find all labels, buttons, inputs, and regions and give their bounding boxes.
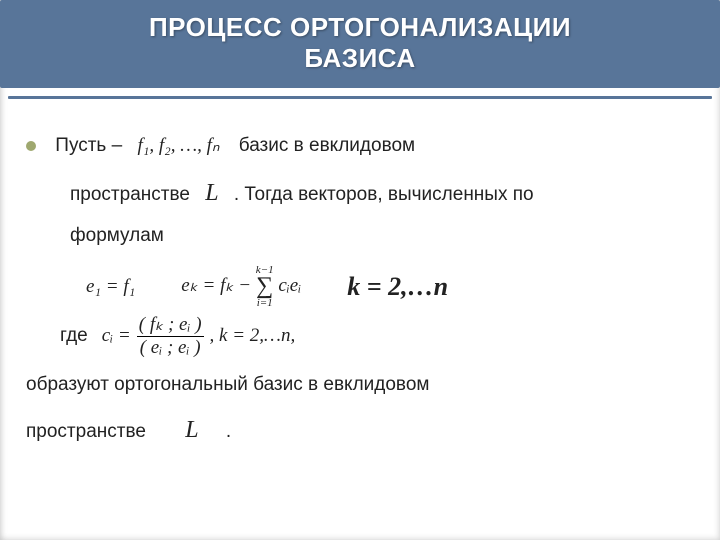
sum-sigma: k−1 ∑ i=1 xyxy=(256,265,274,309)
formulas-word: формулам xyxy=(70,225,164,246)
bullet-icon xyxy=(26,141,36,151)
slide-body: Пусть – f₁, f₂, …, fₙ базис в евклидовом… xyxy=(0,99,720,464)
title-line-2: БАЗИСА xyxy=(20,43,700,74)
frac-den: ( eᵢ ; eᵢ ) xyxy=(138,338,203,358)
where-row: где cᵢ = ( fₖ ; eᵢ ) ( eᵢ ; eᵢ ) , k = 2… xyxy=(60,315,694,358)
paragraph-1: Пусть – f₁, f₂, …, fₙ базис в евклидовом xyxy=(26,127,694,165)
ek-lhs: eₖ = fₖ − xyxy=(181,275,251,296)
where-word: где xyxy=(60,317,88,355)
frac-num: ( fₖ ; eᵢ ) xyxy=(137,315,204,335)
ci-eq: cᵢ = xyxy=(102,317,131,355)
ci-formula: cᵢ = ( fₖ ; eᵢ ) ( eᵢ ; eᵢ ) , k = 2,…n, xyxy=(102,315,295,358)
sigma-icon: ∑ xyxy=(256,276,273,298)
ci-fraction: ( fₖ ; eᵢ ) ( eᵢ ; eᵢ ) xyxy=(137,315,204,358)
tail-line-1: образуют ортогональный базис в евклидово… xyxy=(26,366,694,404)
formula-e1: e₁ = f₁ xyxy=(86,268,135,306)
title-band: ПРОЦЕСС ОРТОГОНАЛИЗАЦИИ БАЗИСА xyxy=(0,0,720,88)
let-prefix: Пусть – xyxy=(55,135,122,156)
space-L-1: L xyxy=(205,180,218,206)
paragraph-3: формулам xyxy=(26,217,694,255)
let-suffix: базис в евклидовом xyxy=(239,135,415,156)
formula-range: k = 2,…n xyxy=(347,261,448,313)
slide: ПРОЦЕСС ОРТОГОНАЛИЗАЦИИ БАЗИСА Пусть – f… xyxy=(0,0,720,540)
sum-body: cᵢeᵢ xyxy=(278,275,301,296)
title-line-1: ПРОЦЕСС ОРТОГОНАЛИЗАЦИИ xyxy=(20,12,700,43)
paragraph-2: пространстве L . Тогда векторов, вычисле… xyxy=(26,169,694,217)
space-word-1: пространстве xyxy=(70,184,190,205)
space-L-2: L xyxy=(185,417,198,443)
sum-lower: i=1 xyxy=(257,298,273,309)
then-text: . Тогда векторов, вычисленных по xyxy=(234,184,534,205)
after-frac: , k = 2,…n, xyxy=(210,317,296,355)
formula-row: e₁ = f₁ eₖ = fₖ − k−1 ∑ i=1 cᵢeᵢ k = 2,…… xyxy=(86,261,694,313)
final-period: . xyxy=(226,421,231,442)
tail-line-2: пространстве L . xyxy=(26,406,694,454)
formula-ek: eₖ = fₖ − k−1 ∑ i=1 cᵢeᵢ xyxy=(181,265,301,309)
space-word-2: пространстве xyxy=(26,421,146,442)
basis-list: f₁, f₂, …, fₙ xyxy=(137,135,219,156)
